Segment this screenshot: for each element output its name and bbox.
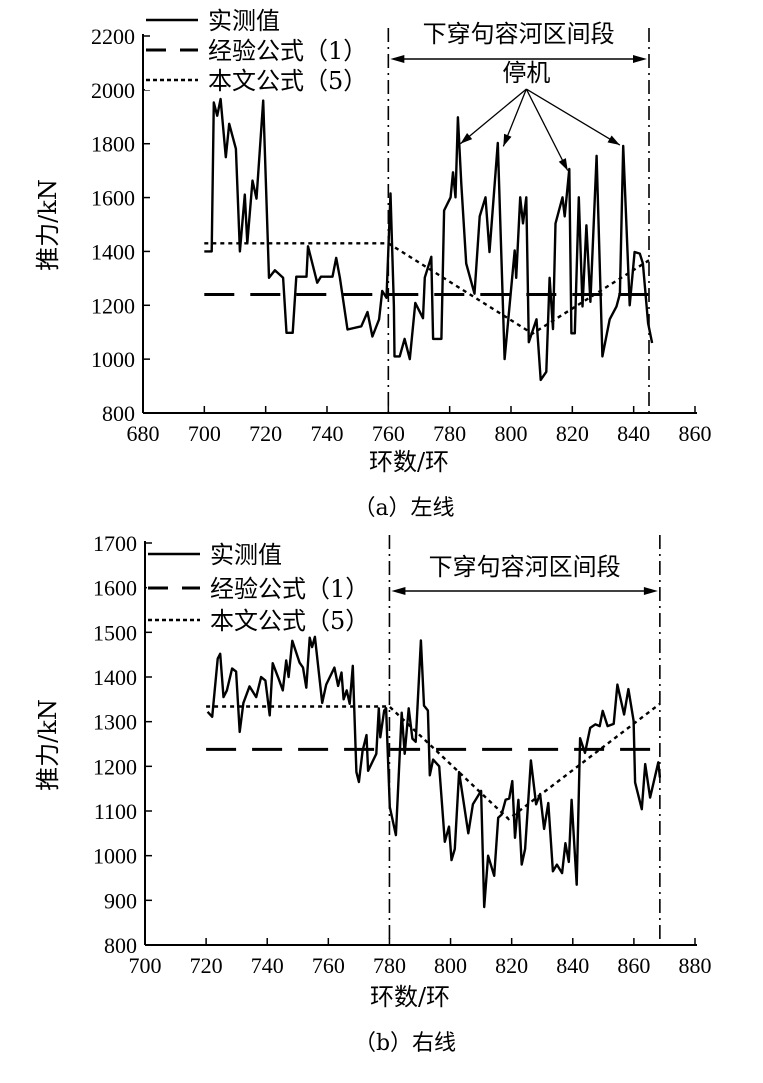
- x-tick-label: 860: [617, 953, 650, 978]
- legend-label: 本文公式（5）: [208, 67, 367, 95]
- annotation-arrow-head: [607, 135, 620, 146]
- y-tick-label: 1000: [91, 347, 135, 372]
- arrow-head-left: [390, 55, 405, 63]
- y-tick-label: 1400: [93, 665, 137, 690]
- x-tick-label: 700: [188, 421, 221, 446]
- x-tick-label: 780: [433, 421, 466, 446]
- chart-left-line: 680 700 720 740 760 780 800 820 840 860 800 1000 120…: [34, 7, 712, 521]
- x-tick-label: 740: [311, 421, 344, 446]
- annotation-arrow-head: [558, 158, 568, 171]
- y-tick-label: 2200: [91, 24, 135, 49]
- x-tick-label: 780: [373, 953, 406, 978]
- y-tick-label: 1000: [93, 844, 137, 869]
- annotation-arrow-line: [525, 88, 621, 146]
- x-tick-label: 680: [127, 421, 160, 446]
- measured-series-line: [204, 97, 654, 382]
- x-tick-label: 760: [372, 421, 405, 446]
- y-tick-label: 1300: [93, 710, 137, 735]
- annotation-arrow-line: [525, 88, 569, 171]
- x-tick-label: 720: [190, 953, 223, 978]
- y-tick-label: 1500: [93, 620, 137, 645]
- arrow-head-right: [643, 587, 658, 595]
- x-tick-label: 860: [679, 421, 712, 446]
- x-tick-label: 840: [556, 953, 589, 978]
- legend-label: 本文公式（5）: [210, 607, 369, 635]
- legend-label: 实测值: [210, 541, 282, 569]
- annotation-arrow-head: [503, 133, 512, 147]
- x-tick-label: 720: [249, 421, 282, 446]
- y-tick-label: 2000: [91, 78, 135, 103]
- proposed-formula-line: [204, 242, 650, 336]
- annotation-arrow-line: [459, 88, 527, 145]
- chart-caption: （b）右线: [354, 1031, 456, 1056]
- annotation-arrow-head: [460, 132, 473, 144]
- y-tick-label: 1600: [93, 576, 137, 601]
- x-tick-label: 740: [251, 953, 284, 978]
- stop-annotation-label: 停机: [502, 59, 550, 87]
- legend-label: 实测值: [208, 7, 280, 35]
- y-tick-label: 1600: [91, 186, 135, 211]
- x-tick-label: 820: [556, 421, 589, 446]
- y-axis-label: 推力/kN: [34, 699, 62, 791]
- y-tick-label: 1200: [93, 754, 137, 779]
- y-tick-label: 800: [104, 933, 137, 958]
- x-axis-label: 环数/环: [370, 983, 450, 1011]
- y-tick-label: 800: [102, 401, 135, 426]
- y-tick-label: 900: [104, 888, 137, 913]
- legend-label: 经验公式（1）: [208, 37, 367, 65]
- x-tick-label: 880: [679, 953, 712, 978]
- x-tick-label: 840: [617, 421, 650, 446]
- y-tick-label: 1100: [94, 799, 137, 824]
- chart-caption: （a）左线: [353, 496, 454, 521]
- y-tick-label: 1400: [91, 239, 135, 264]
- x-tick-label: 700: [129, 953, 162, 978]
- chart-right-line: 700 720 740 760 780 800 820 840 860 880 800 900 1000…: [34, 531, 712, 1056]
- legend-bg: [147, 578, 207, 598]
- x-tick-label: 820: [495, 953, 528, 978]
- x-tick-label: 800: [495, 421, 528, 446]
- arrow-head-left: [391, 587, 406, 595]
- y-tick-label: 1200: [91, 293, 135, 318]
- y-tick-label: 1700: [93, 531, 137, 556]
- x-axis-label: 环数/环: [369, 448, 449, 476]
- y-axis-label: 推力/kN: [34, 179, 62, 271]
- x-tick-label: 800: [434, 953, 467, 978]
- x-tick-label: 760: [312, 953, 345, 978]
- measured-series-line: [206, 635, 662, 909]
- legend-label: 经验公式（1）: [210, 575, 369, 603]
- section-label: 下穿句容河区间段: [429, 553, 621, 581]
- arrow-head-right: [633, 55, 647, 63]
- proposed-formula-line: [206, 702, 661, 821]
- section-label: 下穿句容河区间段: [423, 20, 615, 48]
- legend-bg: [145, 40, 205, 60]
- y-tick-label: 1800: [91, 132, 135, 157]
